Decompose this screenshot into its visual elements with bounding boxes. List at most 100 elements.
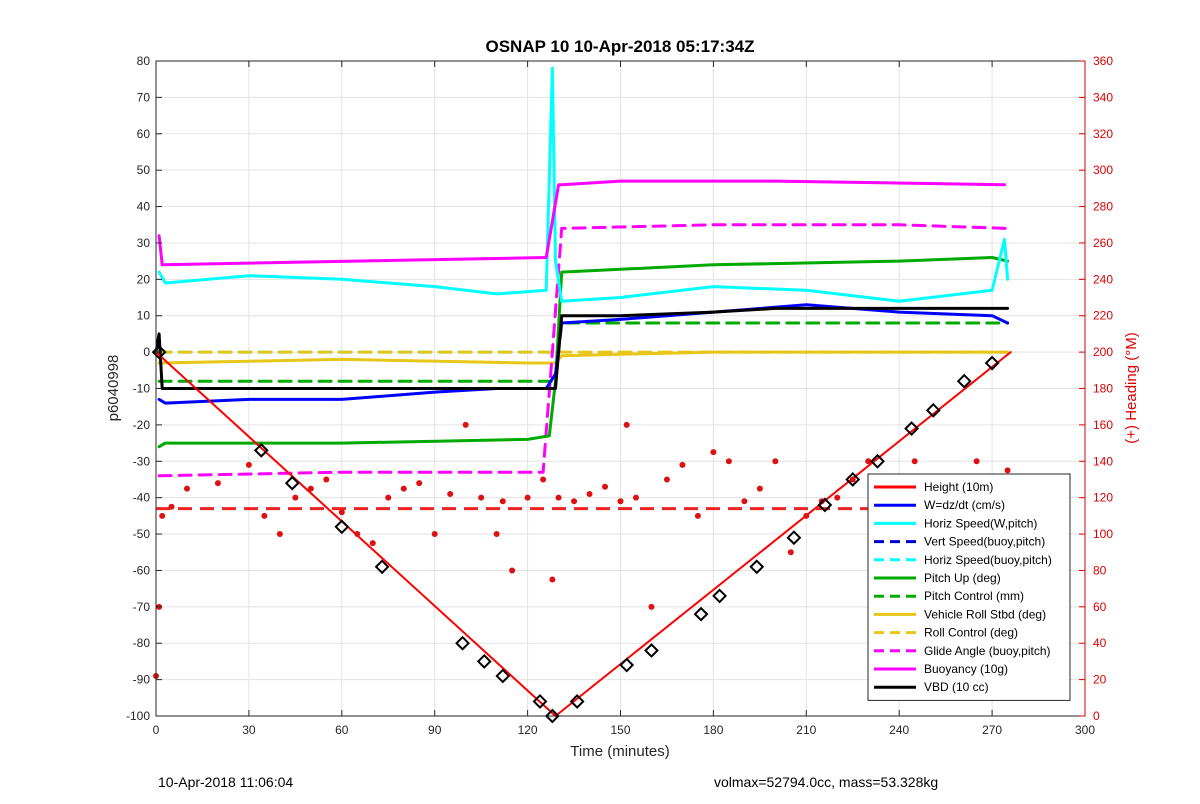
heading-point: [834, 494, 841, 501]
footer-volume-mass: volmax=52794.0cc, mass=53.328kg: [714, 774, 939, 790]
heading-point: [524, 494, 531, 501]
data-marker: [544, 708, 560, 724]
heading-point: [307, 485, 314, 492]
x-tick-label: 300: [1075, 723, 1095, 737]
legend-box: [867, 473, 1071, 701]
heading-point: [549, 576, 556, 583]
heading-point: [431, 531, 438, 538]
y-tick-label: -50: [133, 527, 151, 541]
heading-point: [354, 531, 361, 538]
y-tick-label: -40: [133, 491, 151, 505]
heading-point: [400, 485, 407, 492]
y2-tick-label: 320: [1093, 127, 1113, 141]
legend-label-8: Roll Control (deg): [924, 626, 1018, 640]
y2-tick-label: 140: [1093, 454, 1113, 468]
y-tick-label: 50: [137, 163, 151, 177]
x-tick-label: 60: [335, 723, 349, 737]
y-tick-label: -10: [133, 382, 151, 396]
y2-tick-label: 220: [1093, 309, 1113, 323]
series-line-9: [157, 223, 1010, 478]
y2-tick-label: 280: [1093, 200, 1113, 214]
data-marker: [870, 453, 885, 469]
heading-point: [772, 458, 779, 465]
legend-label-7: Vehicle Roll Stbd (deg): [924, 607, 1046, 621]
data-marker: [374, 559, 390, 575]
legend-label-0: Height (10m): [924, 480, 993, 494]
axes: 0 30 60 90 120 150 180 210 240 270 300807060504030…: [126, 54, 1113, 737]
y-tick-label: -80: [133, 636, 151, 650]
heading-point: [663, 476, 670, 483]
x-axis-label: Time (minutes): [570, 743, 669, 760]
heading-point: [261, 512, 268, 519]
series-line-2: [157, 66, 1010, 303]
data-marker: [984, 355, 1000, 371]
heading-point: [183, 485, 190, 492]
heading-point: [632, 494, 639, 501]
data-marker: [925, 402, 941, 418]
y-tick-label: 0: [143, 345, 150, 359]
y-axis-label: p6040998: [105, 355, 122, 422]
marker-layer: [151, 344, 1000, 724]
y-tick-label: -20: [133, 418, 151, 432]
heading-point: [617, 498, 624, 505]
data-marker: [749, 559, 765, 575]
y-tick-label: 20: [137, 272, 151, 286]
heading-point: [245, 461, 252, 468]
data-marker: [693, 606, 709, 622]
heading-point: [623, 421, 630, 428]
legend: Height (10m) W=dz/dt (cm/s) Horiz Speed(W,…: [867, 473, 1071, 701]
heading-point: [865, 458, 872, 465]
y2-tick-label: 180: [1093, 382, 1113, 396]
chart-title: OSNAP 10 10-Apr-2018 05:17:34Z: [486, 37, 755, 56]
y-tick-label: -60: [133, 563, 151, 577]
heading-point: [911, 458, 918, 465]
y-tick-label: 80: [137, 54, 151, 68]
y2-tick-label: 360: [1093, 54, 1113, 68]
legend-label-4: Horiz Speed(buoy,pitch): [924, 553, 1052, 567]
y2-tick-label: 240: [1093, 272, 1113, 286]
y2-tick-label: 60: [1093, 600, 1107, 614]
data-marker: [334, 519, 350, 535]
y-tick-label: -90: [133, 673, 151, 687]
heading-point: [849, 476, 856, 483]
y2-tick-label: 340: [1093, 90, 1113, 104]
heading-point: [447, 491, 454, 498]
legend-label-10: Buoyancy (10g): [924, 662, 1008, 676]
x-tick-label: 120: [518, 723, 538, 737]
heading-point: [648, 603, 655, 610]
heading-point: [679, 461, 686, 468]
data-marker: [619, 657, 635, 673]
heading-point: [478, 494, 485, 501]
heading-point: [741, 498, 748, 505]
y2-tick-label: 40: [1093, 636, 1107, 650]
y-tick-label: -30: [133, 454, 151, 468]
heading-point: [159, 512, 166, 519]
heading-point: [540, 476, 547, 483]
legend-label-11: VBD (10 cc): [924, 680, 989, 694]
data-marker: [151, 344, 167, 360]
legend-label-1: W=dz/dt (cm/s): [924, 498, 1005, 512]
legend-label-9: Glide Angle (buoy,pitch): [924, 644, 1051, 658]
y-tick-label: 60: [137, 127, 151, 141]
heading-point: [586, 491, 593, 498]
y2-tick-label: 200: [1093, 345, 1113, 359]
series-line-11: [154, 306, 1010, 390]
y2-tick-label: 20: [1093, 673, 1107, 687]
legend-label-2: Horiz Speed(W,pitch): [924, 516, 1037, 530]
x-tick-label: 210: [796, 723, 816, 737]
heading-point: [323, 476, 330, 483]
heading-point: [292, 494, 299, 501]
y-tick-label: 70: [137, 90, 151, 104]
x-tick-label: 180: [703, 723, 723, 737]
heading-point: [710, 449, 717, 456]
heading-point: [369, 540, 376, 547]
data-marker: [956, 373, 972, 389]
heading-point: [168, 503, 175, 510]
y-tick-label: 40: [137, 200, 151, 214]
heading-point: [276, 531, 283, 538]
x-tick-label: 150: [610, 723, 630, 737]
heading-point: [416, 480, 423, 487]
legend-label-3: Vert Speed(buoy,pitch): [924, 535, 1045, 549]
y-tick-label: 30: [137, 236, 151, 250]
heading-point: [571, 498, 578, 505]
